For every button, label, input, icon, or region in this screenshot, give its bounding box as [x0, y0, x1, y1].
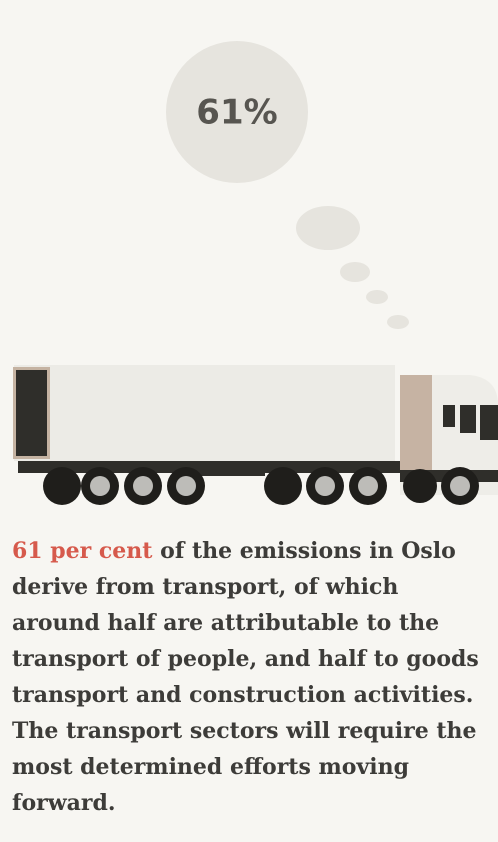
illustration: 61% — [0, 0, 498, 520]
bubble-dot — [340, 262, 370, 282]
caption: 61 per cent of the emissions in Oslo der… — [12, 533, 490, 821]
page: 61% 61 per cent of the emissions in Oslo… — [0, 0, 498, 842]
bubble-dot — [366, 290, 388, 304]
bubble-label: 61% — [196, 93, 277, 133]
bubble-dot — [296, 206, 360, 250]
bubble-dot — [387, 315, 409, 329]
body-text: of the emissions in Oslo derive from tra… — [12, 538, 479, 816]
highlight: 61 per cent — [12, 538, 152, 564]
truck — [13, 365, 498, 505]
